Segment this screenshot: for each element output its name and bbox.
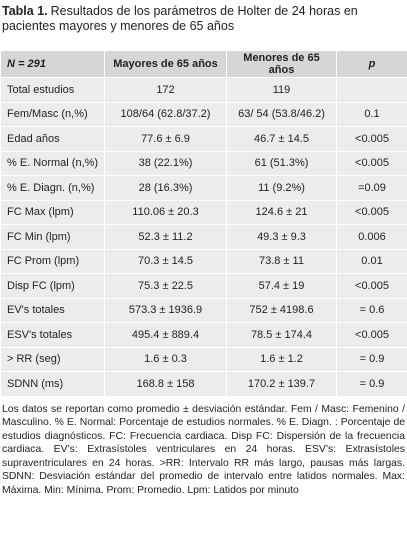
caption-label: Tabla 1. (2, 4, 48, 18)
table-cell: 11 (9.2%) (227, 176, 337, 201)
table-cell: FC Min (lpm) (1, 225, 105, 250)
table-cell: EV's totales (1, 298, 105, 323)
table-cell: Disp FC (lpm) (1, 274, 105, 299)
table-cell: 119 (227, 78, 337, 103)
footnote: Los datos se reportan como promedio ± de… (2, 403, 405, 498)
table-cell: 57.4 ± 19 (227, 274, 337, 299)
table-cell: FC Max (lpm) (1, 200, 105, 225)
header-cell: Mayores de 65 años (105, 51, 227, 78)
table-cell: <0.005 (337, 200, 407, 225)
table-cell: 75.3 ± 22.5 (105, 274, 227, 299)
table-cell: <0.005 (337, 151, 407, 176)
table-cell: 77.6 ± 6.9 (105, 127, 227, 152)
table-cell: 28 (16.3%) (105, 176, 227, 201)
table-cell: 752 ± 4198.6 (227, 298, 337, 323)
table-cell: 0.01 (337, 249, 407, 274)
table-cell: 73.8 ± 11 (227, 249, 337, 274)
table-caption: Tabla 1.Resultados de los parámetros de … (2, 4, 405, 50)
table-cell: 52.3 ± 11.2 (105, 225, 227, 250)
table-cell: 110.06 ± 20.3 (105, 200, 227, 225)
table-cell: FC Prom (lpm) (1, 249, 105, 274)
table-cell: Edad años (1, 127, 105, 152)
page: Tabla 1.Resultados de los parámetros de … (0, 4, 407, 538)
table-cell: <0.005 (337, 323, 407, 348)
table-cell: 0.006 (337, 225, 407, 250)
table-cell: = 0.9 (337, 372, 407, 397)
table-cell: 1.6 ± 1.2 (227, 347, 337, 372)
header-cell: Menores de 65 años (227, 51, 337, 78)
table-cell: Total estudios (1, 78, 105, 103)
table-cell: = 0.9 (337, 347, 407, 372)
table-cell: SDNN (ms) (1, 372, 105, 397)
table-row: % E. Normal (n,%)38 (22.1%)61 (51.3%)<0.… (1, 151, 407, 176)
table-cell: 38 (22.1%) (105, 151, 227, 176)
table-cell: 61 (51.3%) (227, 151, 337, 176)
header-cell: N = 291 (1, 51, 105, 78)
table-cell: 124.6 ± 21 (227, 200, 337, 225)
table-cell: 46.7 ± 14.5 (227, 127, 337, 152)
table-cell: 63/ 54 (53.8/46.2) (227, 102, 337, 127)
table-cell: Fem/Masc (n,%) (1, 102, 105, 127)
table-cell: 108/64 (62.8/37.2) (105, 102, 227, 127)
table-cell: % E. Normal (n,%) (1, 151, 105, 176)
empty-cell (337, 78, 407, 103)
table-cell: 78.5 ± 174.4 (227, 323, 337, 348)
table-cell: =0.09 (337, 176, 407, 201)
table-cell: 1.6 ± 0.3 (105, 347, 227, 372)
table-cell: ESV's totales (1, 323, 105, 348)
table-cell: <0.005 (337, 274, 407, 299)
header-cell: p (337, 51, 407, 78)
table-row: Fem/Masc (n,%)108/64 (62.8/37.2)63/ 54 (… (1, 102, 407, 127)
table-row: % E. Diagn. (n,%)28 (16.3%)11 (9.2%)=0.0… (1, 176, 407, 201)
table-cell: % E. Diagn. (n,%) (1, 176, 105, 201)
table-cell: = 0.6 (337, 298, 407, 323)
table-cell: 0.1 (337, 102, 407, 127)
caption-text: Resultados de los parámetros de Holter d… (2, 4, 358, 33)
table-cell: 168.8 ± 158 (105, 372, 227, 397)
table-cell: > RR (seg) (1, 347, 105, 372)
table-cell: 170.2 ± 139.7 (227, 372, 337, 397)
table-cell: 495.4 ± 889.4 (105, 323, 227, 348)
table-cell: 49.3 ± 9.3 (227, 225, 337, 250)
table-cell: <0.005 (337, 127, 407, 152)
table-cell: 172 (105, 78, 227, 103)
table-cell: 70.3 ± 14.5 (105, 249, 227, 274)
table-cell: 573.3 ± 1936.9 (105, 298, 227, 323)
